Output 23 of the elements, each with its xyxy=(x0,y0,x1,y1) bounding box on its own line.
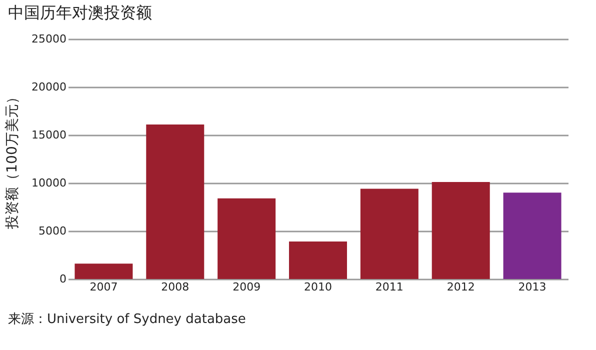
x-tick-label: 2012 xyxy=(446,280,475,294)
chart-title: 中国历年对澳投资额 xyxy=(8,3,152,22)
bar xyxy=(289,242,347,279)
y-tick-label: 15000 xyxy=(32,128,66,142)
source-note: 来源：University of Sydney database xyxy=(8,312,246,327)
bar xyxy=(218,198,276,279)
x-tick-label: 2011 xyxy=(375,280,404,294)
x-tick-label: 2008 xyxy=(161,280,190,294)
x-tick-label: 2013 xyxy=(518,280,546,294)
y-tick-label: 20000 xyxy=(32,80,66,94)
x-tick-label: 2010 xyxy=(304,280,332,294)
y-axis-title: 投资额（100万美元） xyxy=(4,90,21,230)
bar xyxy=(74,264,133,279)
bar xyxy=(432,182,490,279)
y-tick-label: 25000 xyxy=(32,32,66,46)
y-tick-label: 10000 xyxy=(32,176,66,190)
x-tick-label: 2009 xyxy=(232,280,261,294)
bar xyxy=(503,192,562,279)
bar xyxy=(360,188,418,279)
y-tick-label: 0 xyxy=(60,272,66,286)
x-tick-label: 2007 xyxy=(90,280,118,294)
y-tick-label: 5000 xyxy=(38,224,66,238)
bar xyxy=(146,124,204,279)
